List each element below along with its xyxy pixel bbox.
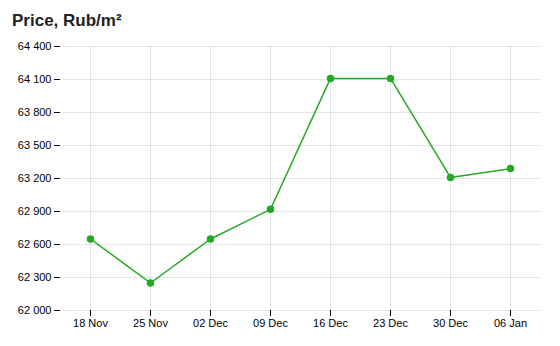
html-text:Price, Rub/m²: Price, Rub/m² xyxy=(12,11,122,30)
svg-text:64 400: 64 400 xyxy=(18,40,52,52)
svg-text:06 Jan: 06 Jan xyxy=(494,317,527,329)
svg-text:25 Nov: 25 Nov xyxy=(133,317,168,329)
svg-text:23 Dec: 23 Dec xyxy=(373,317,408,329)
svg-text:62 300: 62 300 xyxy=(18,271,52,283)
svg-text:30 Dec: 30 Dec xyxy=(433,317,468,329)
svg-text:62 600: 62 600 xyxy=(18,238,52,250)
svg-text:16 Dec: 16 Dec xyxy=(313,317,348,329)
svg-text:62 900: 62 900 xyxy=(18,205,52,217)
svg-text:18 Nov: 18 Nov xyxy=(73,317,108,329)
svg-text:63 500: 63 500 xyxy=(18,139,52,151)
svg-text:62 000: 62 000 xyxy=(18,304,52,316)
svg-text:63 200: 63 200 xyxy=(18,172,52,184)
svg-text:64 100: 64 100 xyxy=(18,73,52,85)
svg-text:02 Dec: 02 Dec xyxy=(193,317,228,329)
svg-text:09 Dec: 09 Dec xyxy=(253,317,288,329)
svg-text:63 800: 63 800 xyxy=(18,106,52,118)
